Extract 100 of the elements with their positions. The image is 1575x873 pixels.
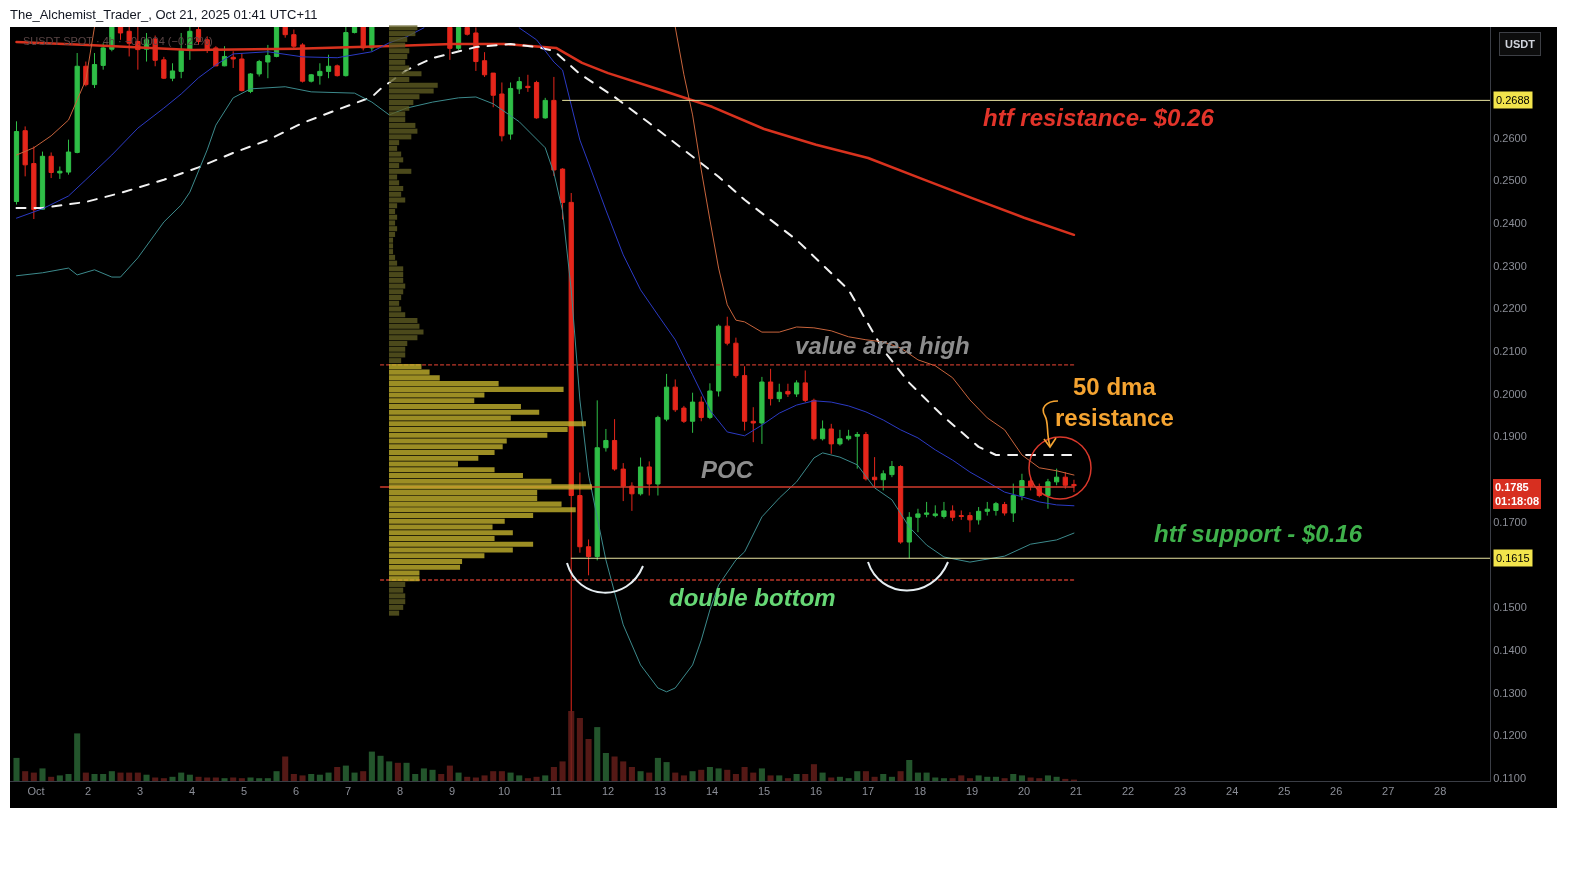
bar	[871, 776, 878, 781]
bar	[65, 774, 72, 781]
annotation: 0.1615	[1496, 552, 1530, 564]
y-tick-label: 0.1400	[1493, 643, 1527, 656]
bar	[689, 771, 696, 781]
bar	[351, 772, 358, 781]
bar	[178, 772, 185, 781]
x-tick-label: 14	[705, 785, 719, 798]
candlestick	[767, 368, 774, 406]
bar	[39, 768, 46, 781]
bar	[602, 753, 609, 781]
x-tick-label: 11	[550, 785, 562, 798]
bar	[663, 762, 670, 781]
candlestick	[117, 27, 124, 41]
bar	[958, 775, 965, 781]
x-tick-label: 15	[757, 785, 771, 798]
bar	[238, 778, 245, 781]
candlestick	[854, 431, 860, 470]
candlestick	[334, 64, 340, 77]
candlestick	[533, 80, 540, 120]
bar	[784, 778, 791, 781]
x-tick-label: 26	[1330, 785, 1343, 798]
bar	[1044, 775, 1051, 781]
bar	[706, 767, 713, 781]
bar	[542, 775, 549, 781]
candlestick	[490, 72, 496, 108]
text: 0.1785 01:18:08	[1495, 481, 1540, 508]
candlestick	[464, 27, 470, 37]
y-tick-label: 0.2600	[1493, 131, 1527, 144]
bar	[810, 764, 817, 781]
candlestick	[48, 151, 54, 179]
bar	[975, 775, 982, 781]
y-tick-label: 0.1900	[1493, 430, 1527, 443]
candlestick	[811, 398, 817, 441]
bar	[247, 777, 254, 781]
candlestick	[265, 44, 271, 79]
candlestick	[611, 418, 618, 472]
candlestick	[499, 81, 505, 142]
bar	[550, 767, 557, 781]
bar	[1018, 775, 1025, 781]
y-tick-label: 0.2300	[1493, 259, 1527, 272]
candlestick	[880, 469, 886, 491]
candlestick	[889, 460, 895, 478]
bar	[316, 774, 323, 781]
y-tick-label: 0.2500	[1493, 174, 1527, 187]
candlestick	[308, 73, 314, 83]
bar	[1036, 778, 1043, 781]
candlestick	[689, 392, 696, 434]
candlestick	[1071, 479, 1077, 493]
candlestick	[65, 139, 72, 176]
candlestick	[672, 378, 678, 413]
bar	[897, 771, 904, 781]
candlestick	[1062, 471, 1068, 490]
candlestick	[741, 365, 748, 432]
bar	[637, 771, 644, 781]
bar	[992, 776, 999, 781]
bar	[30, 772, 37, 781]
candlestick	[161, 56, 167, 80]
candlestick	[1010, 483, 1016, 523]
candlestick	[724, 316, 730, 346]
x-tick-label: 27	[1382, 785, 1395, 798]
bar	[854, 771, 861, 781]
bar	[1010, 774, 1017, 781]
bar	[559, 761, 566, 781]
candlestick	[351, 27, 358, 34]
candlestick	[967, 511, 973, 533]
bar	[845, 778, 852, 781]
x-tick-label: 2	[84, 785, 92, 798]
candlestick	[169, 62, 176, 82]
x-tick-label: 9	[448, 785, 456, 798]
candlestick	[949, 504, 956, 522]
candlestick	[239, 52, 245, 92]
bar	[412, 774, 419, 781]
candlestick	[1001, 501, 1008, 517]
bar	[490, 771, 497, 781]
bar	[464, 776, 471, 781]
candlestick	[481, 51, 488, 78]
bar	[186, 774, 193, 781]
bar	[516, 775, 523, 781]
candlestick	[325, 54, 332, 79]
candlestick	[906, 511, 912, 560]
bar	[256, 778, 263, 781]
bar	[100, 774, 107, 781]
x-tick-label: 23	[1174, 785, 1187, 798]
annotation: htf resistance- $0.26	[983, 104, 1215, 131]
bar	[568, 711, 575, 781]
annotation: double bottom	[669, 584, 836, 611]
x-tick-label: 18	[913, 785, 927, 798]
bar	[611, 756, 618, 781]
candlestick	[603, 428, 609, 453]
bar	[48, 776, 55, 781]
candlestick	[655, 415, 661, 497]
annotation: 0.2688	[1496, 94, 1530, 106]
bar	[282, 756, 289, 781]
candlestick	[828, 423, 834, 455]
bar	[386, 761, 393, 781]
bar	[117, 772, 124, 781]
bar	[342, 765, 349, 781]
candlestick	[707, 382, 713, 420]
bar	[22, 771, 29, 781]
